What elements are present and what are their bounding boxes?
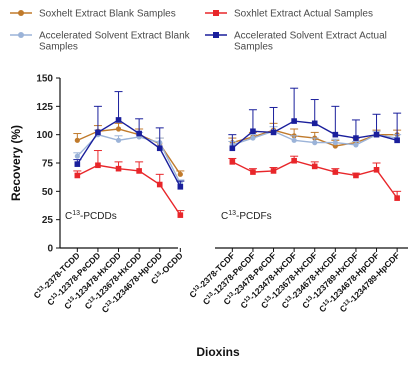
data-point	[177, 184, 184, 190]
y-tick-label: 75	[42, 159, 54, 170]
group-label: C13-PCDFs	[221, 210, 272, 222]
y-tick-label: 150	[36, 74, 53, 85]
legend-label: Soxhelt Extract Blank Samples	[39, 9, 176, 20]
data-point	[373, 167, 380, 173]
data-point	[74, 153, 80, 159]
y-axis-title: Recovery (%)	[9, 125, 23, 201]
legend-label: Soxhlet Extract Actual Samples	[234, 9, 373, 20]
data-point	[156, 145, 163, 152]
legend-marker	[18, 10, 24, 16]
x-axis-title: Dioxins	[196, 345, 240, 359]
legend-label: Accelerated Solvent Extract Actual Sample…	[234, 31, 387, 53]
y-tick-label: 100	[36, 130, 53, 141]
data-point	[115, 117, 122, 123]
data-point	[353, 135, 359, 141]
y-tick-label: 50	[42, 187, 54, 198]
data-point	[332, 169, 339, 175]
y-tick-label: 0	[47, 244, 53, 255]
data-point	[312, 140, 318, 146]
legend-marker	[213, 10, 219, 16]
series-line	[76, 119, 181, 188]
data-point	[115, 165, 122, 172]
data-point	[353, 172, 359, 179]
data-point	[250, 169, 256, 175]
data-point	[115, 126, 122, 132]
legend-label: Accelerated Solvent Extract Blank Samples	[39, 31, 191, 53]
y-tick-label: 125	[36, 102, 53, 113]
data-point	[156, 181, 163, 188]
group-label: C13-PCDDs	[65, 210, 117, 222]
data-point	[353, 142, 359, 148]
data-point	[250, 135, 256, 141]
data-point	[95, 162, 101, 169]
data-point	[74, 161, 81, 167]
data-point	[177, 171, 183, 177]
data-point	[291, 137, 297, 143]
data-point	[229, 145, 236, 152]
data-point	[177, 212, 184, 218]
data-point	[95, 129, 101, 136]
data-point	[394, 195, 400, 201]
data-point	[311, 120, 318, 127]
data-point	[311, 163, 318, 170]
data-point	[74, 137, 80, 143]
series-line	[77, 164, 181, 216]
data-point	[332, 131, 339, 138]
data-point	[394, 137, 400, 144]
legend-marker	[18, 32, 24, 38]
data-point	[373, 131, 380, 138]
data-point	[270, 168, 277, 174]
data-point	[229, 159, 236, 165]
data-point	[270, 129, 277, 136]
data-point	[332, 140, 338, 146]
legend-marker	[213, 32, 219, 38]
data-point	[291, 157, 297, 164]
data-point	[74, 172, 81, 179]
data-point	[136, 168, 142, 174]
data-point	[115, 137, 122, 143]
data-point	[250, 128, 256, 135]
data-point	[136, 130, 142, 137]
data-point	[291, 118, 297, 124]
y-tick-label: 25	[42, 215, 54, 226]
